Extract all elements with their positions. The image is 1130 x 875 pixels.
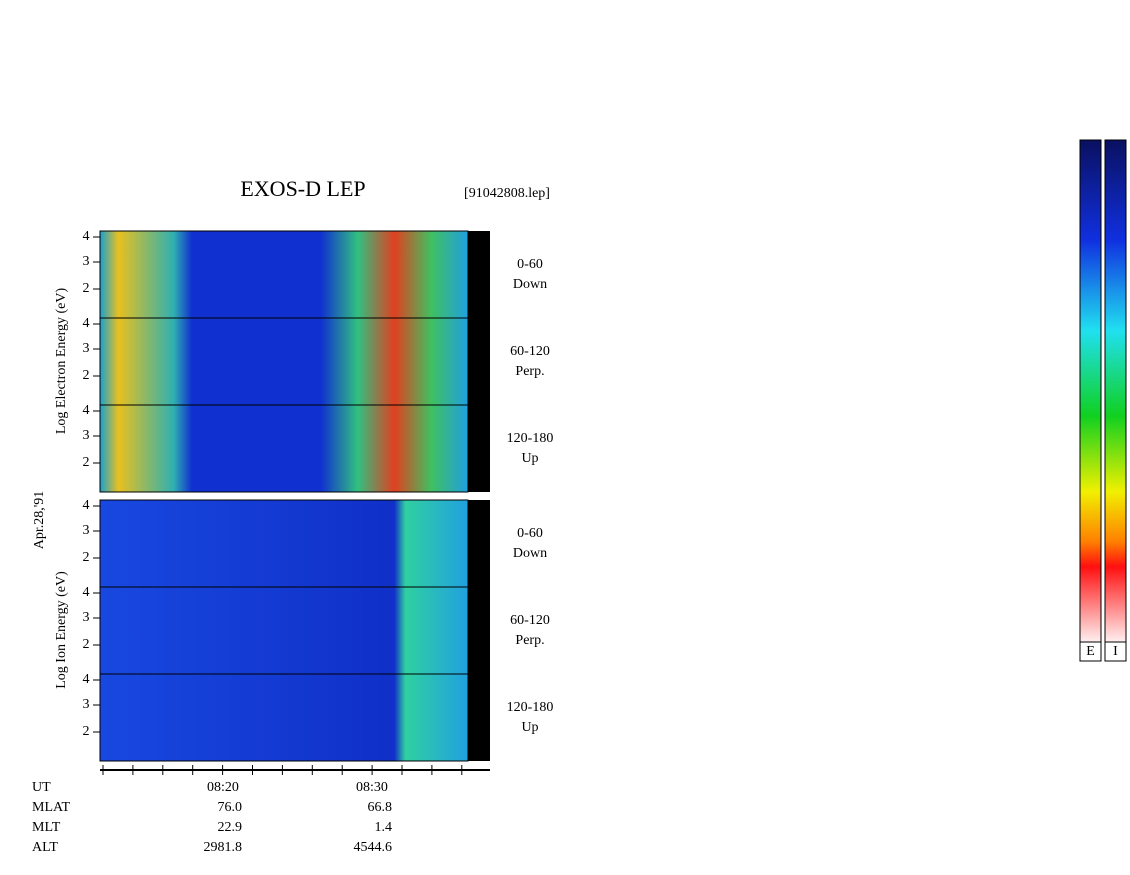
spectrogram: [99, 230, 469, 319]
pitch-range: 120-180: [507, 700, 554, 715]
pitch-direction: Up: [521, 720, 538, 735]
no-data-strip: [468, 674, 490, 761]
color-bar-label-box: [1104, 641, 1127, 662]
y-tick-label: 4: [83, 585, 90, 600]
color-bar: [1079, 139, 1102, 643]
time-tick-label: 08:20: [207, 780, 239, 795]
pitch-range: 120-180: [507, 431, 554, 446]
pitch-range: 0-60: [517, 257, 543, 272]
color-bar-label: E: [1086, 644, 1095, 659]
ephemeris-value: 66.8: [368, 800, 393, 815]
no-data-strip: [468, 500, 490, 587]
spectrogram: [99, 404, 469, 493]
y-tick-label: 3: [83, 341, 90, 356]
title: EXOS-D LEP: [240, 176, 365, 201]
y-tick-label: 4: [83, 229, 90, 244]
y-tick-label: 4: [83, 672, 90, 687]
y-tick-label: 3: [83, 697, 90, 712]
y-tick-label: 3: [83, 254, 90, 269]
ephemeris-value: 4544.6: [354, 840, 393, 855]
spectrogram: [99, 673, 469, 762]
pitch-range: 60-120: [510, 613, 550, 628]
energy-axis-label: Log Ion Energy (eV): [54, 571, 69, 689]
pitch-range: 0-60: [517, 526, 543, 541]
ephemeris-label: MLT: [32, 820, 61, 835]
y-tick-label: 4: [83, 316, 90, 331]
color-bar-label-box: [1079, 641, 1102, 662]
energy-axis-label: Log Electron Energy (eV): [54, 288, 69, 435]
no-data-strip: [468, 587, 490, 674]
pitch-direction: Perp.: [515, 364, 544, 379]
pitch-direction: Perp.: [515, 633, 544, 648]
time-tick-label: 08:30: [356, 780, 388, 795]
y-tick-label: 2: [83, 637, 90, 652]
color-bar-label: I: [1113, 644, 1118, 659]
ephemeris-value: 2981.8: [204, 840, 243, 855]
no-data-strip: [468, 318, 490, 405]
ephemeris-value: 76.0: [218, 800, 243, 815]
ephemeris-value: 22.9: [218, 820, 243, 835]
ephemeris-label: UT: [32, 780, 51, 795]
spectrogram: [99, 586, 469, 675]
spectrogram: [99, 317, 469, 406]
y-tick-label: 3: [83, 428, 90, 443]
y-tick-label: 3: [83, 610, 90, 625]
date-label: Apr.28,'91: [32, 491, 47, 550]
spectrogram: [99, 499, 469, 588]
y-tick-label: 2: [83, 368, 90, 383]
color-bar: [1104, 139, 1127, 643]
no-data-strip: [468, 231, 490, 318]
pitch-direction: Down: [513, 277, 547, 292]
y-tick-label: 2: [83, 455, 90, 470]
y-tick-label: 2: [83, 281, 90, 296]
y-tick-label: 4: [83, 403, 90, 418]
y-tick-label: 3: [83, 523, 90, 538]
pitch-direction: Up: [521, 451, 538, 466]
ephemeris-label: ALT: [32, 840, 58, 855]
no-data-strip: [468, 405, 490, 492]
y-tick-label: 2: [83, 724, 90, 739]
y-tick-label: 4: [83, 498, 90, 513]
ephemeris-value: 1.4: [375, 820, 393, 835]
pitch-range: 60-120: [510, 344, 550, 359]
file-name: [91042808.lep]: [464, 186, 550, 201]
ephemeris-label: MLAT: [32, 800, 71, 815]
pitch-direction: Down: [513, 546, 547, 561]
y-tick-label: 2: [83, 550, 90, 565]
